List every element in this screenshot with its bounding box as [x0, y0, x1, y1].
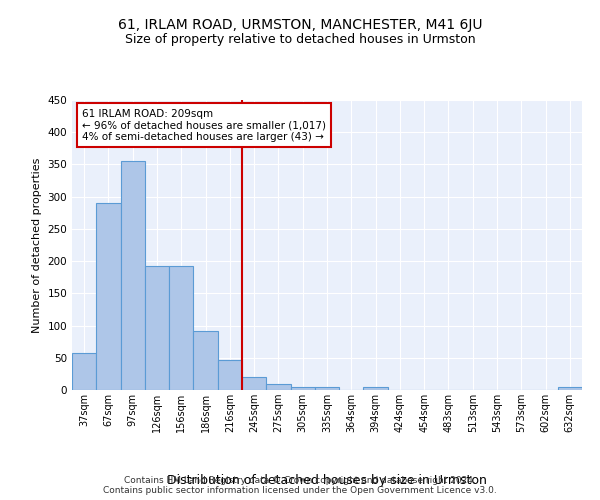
Bar [266, 384, 290, 390]
Bar [218, 360, 242, 390]
Text: Size of property relative to detached houses in Urmston: Size of property relative to detached ho… [125, 32, 475, 46]
X-axis label: Distribution of detached houses by size in Urmston: Distribution of detached houses by size … [167, 474, 487, 487]
Bar [315, 387, 339, 390]
Bar [558, 387, 582, 390]
Bar [169, 266, 193, 390]
Bar [193, 330, 218, 390]
Y-axis label: Number of detached properties: Number of detached properties [32, 158, 42, 332]
Bar [96, 203, 121, 390]
Text: 61 IRLAM ROAD: 209sqm
← 96% of detached houses are smaller (1,017)
4% of semi-de: 61 IRLAM ROAD: 209sqm ← 96% of detached … [82, 108, 326, 142]
Bar [72, 354, 96, 390]
Bar [290, 387, 315, 390]
Bar [121, 161, 145, 390]
Bar [242, 377, 266, 390]
Bar [145, 266, 169, 390]
Bar [364, 387, 388, 390]
Text: Contains HM Land Registry data © Crown copyright and database right 2024.
Contai: Contains HM Land Registry data © Crown c… [103, 476, 497, 495]
Text: 61, IRLAM ROAD, URMSTON, MANCHESTER, M41 6JU: 61, IRLAM ROAD, URMSTON, MANCHESTER, M41… [118, 18, 482, 32]
